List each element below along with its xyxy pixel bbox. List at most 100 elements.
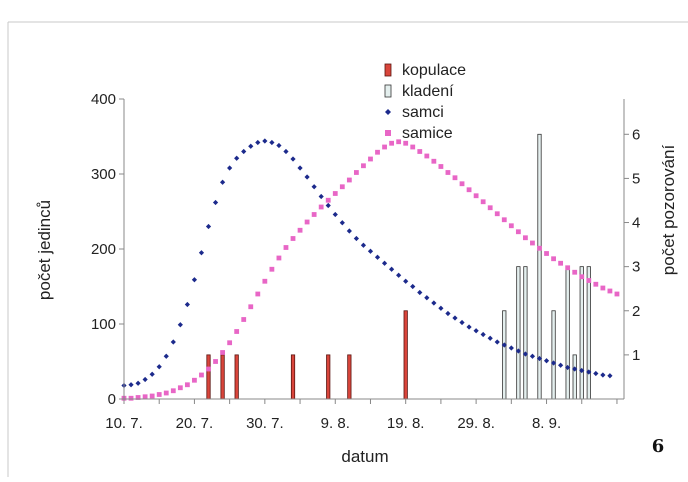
samci-point <box>360 242 367 248</box>
samci-point <box>227 165 233 171</box>
samci-point <box>290 156 296 162</box>
samci-point <box>128 382 134 388</box>
samci-point <box>219 179 226 185</box>
bar-layer <box>206 133 591 400</box>
legend-label-kladeni: kladení <box>402 83 454 100</box>
samci-point <box>156 364 162 370</box>
samci-point <box>550 360 557 366</box>
samice-point <box>135 395 141 400</box>
samci-point <box>149 371 155 377</box>
samci-point <box>255 139 261 146</box>
samci-point <box>234 155 240 161</box>
samice-point <box>396 139 402 145</box>
samice-point <box>255 291 261 297</box>
samci-point <box>205 223 212 230</box>
samice-point <box>163 390 169 396</box>
x-tick-label: 10. 7. <box>105 415 143 432</box>
samci-point <box>297 165 303 171</box>
samice-point <box>248 304 254 310</box>
samci-point <box>593 370 599 377</box>
samice-point <box>530 240 535 246</box>
samice-point <box>325 197 331 203</box>
samice-point <box>346 177 352 183</box>
samci-point <box>438 305 444 311</box>
legend-label-samci: samci <box>402 104 444 121</box>
legend-swatch-kopulace <box>384 63 392 77</box>
y-tick-label: 300 <box>91 166 116 183</box>
samice-point <box>515 229 521 235</box>
y-tick-label: 200 <box>91 241 116 258</box>
legend: kopulace kladení samci samice <box>384 62 466 142</box>
samice-point <box>431 158 437 164</box>
kopulace-bar <box>326 354 331 400</box>
samci-point <box>311 184 317 190</box>
samice-point <box>544 251 549 256</box>
samci-point <box>417 289 423 296</box>
samice-point <box>600 285 606 291</box>
samice-point <box>276 255 282 261</box>
samice-point <box>269 266 275 272</box>
y2-tick-label: 2 <box>632 303 640 320</box>
samice-point <box>501 217 507 223</box>
samci-point <box>445 310 451 317</box>
samci-point <box>191 277 198 283</box>
samci-point <box>536 355 543 362</box>
kopulace-bar <box>206 354 211 400</box>
samice-point <box>199 372 204 378</box>
samci-point <box>487 335 493 341</box>
samice-point <box>142 394 148 400</box>
samice-point <box>558 260 564 266</box>
samice-point <box>262 278 268 284</box>
samci-point <box>304 174 310 180</box>
samci-point <box>508 345 514 351</box>
y2-tick-label: 5 <box>632 170 640 187</box>
legend-swatch-samci <box>385 109 391 115</box>
samice-point <box>318 204 324 210</box>
samci-point <box>381 260 388 266</box>
x-tick-label: 8. 9. <box>532 415 561 432</box>
legend-label-kopulace: kopulace <box>402 62 466 79</box>
samice-point <box>438 164 444 169</box>
samci-point <box>353 235 359 242</box>
samice-point <box>213 359 218 364</box>
samice-point <box>332 191 338 196</box>
samci-point <box>424 295 430 301</box>
samci-point <box>543 358 550 364</box>
samci-point <box>586 369 592 375</box>
samci-point <box>163 353 169 359</box>
samci-point <box>466 324 472 330</box>
samci-point <box>170 339 176 345</box>
legend-swatch-samice <box>385 130 391 136</box>
y2-axis-title: počet pozorování <box>659 145 678 276</box>
x-tick-label: 20. 7. <box>176 415 214 432</box>
samci-point <box>374 254 381 260</box>
samci-point <box>572 366 578 372</box>
samci-point <box>269 139 275 146</box>
samci-point <box>248 143 254 149</box>
samice-point <box>304 219 310 225</box>
samice-point <box>614 291 620 297</box>
legend-label-samice: samice <box>402 125 453 142</box>
kopulace-bar <box>290 354 296 400</box>
x-tick-label: 29. 8. <box>457 415 495 432</box>
kopulace-bar <box>220 354 225 400</box>
samci-point <box>396 272 402 278</box>
y-tick-label: 100 <box>91 316 116 333</box>
samice-point <box>170 388 176 394</box>
kopulace-bar <box>347 354 352 400</box>
samice-point <box>523 235 528 241</box>
kladeni-bar <box>586 266 591 400</box>
samci-point <box>558 362 564 368</box>
samci-point <box>276 142 282 149</box>
samci-point <box>346 228 352 234</box>
samice-point <box>565 265 571 271</box>
y2-tick-label: 3 <box>632 259 640 276</box>
y2-tick-label: 4 <box>632 215 640 232</box>
samci-point <box>473 328 479 334</box>
samci-point <box>494 339 500 345</box>
samice-point <box>234 329 240 334</box>
samice-point <box>156 392 162 397</box>
samice-point <box>339 184 345 190</box>
samice-point <box>290 236 296 241</box>
samice-point <box>149 393 155 399</box>
